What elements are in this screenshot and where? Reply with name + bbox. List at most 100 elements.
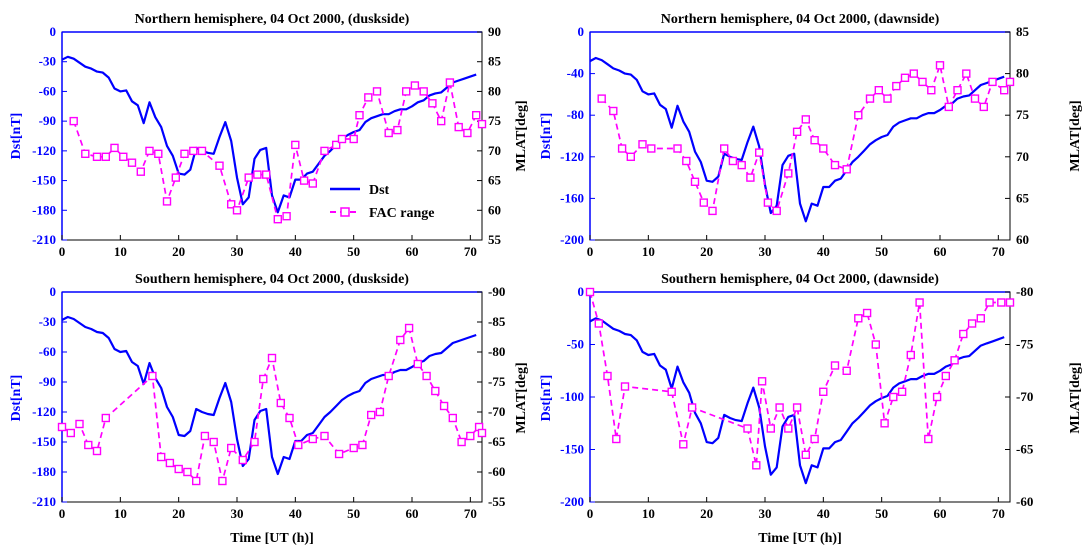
fac-range-marker (603, 371, 612, 381)
left-tick-label: -100 (560, 389, 584, 404)
fac-range-marker (215, 161, 224, 170)
right-tick-label: 55 (488, 232, 502, 247)
x-tick-label: 40 (817, 244, 830, 259)
fac-range-marker (384, 128, 393, 138)
fac-range-marker (932, 392, 942, 402)
right-tick-label: -90 (488, 284, 505, 299)
fac-range-marker (180, 149, 189, 159)
fac-range-marker (682, 156, 691, 166)
fac-range-marker (259, 374, 268, 384)
fac-range-marker (620, 382, 630, 391)
fac-range-marker (396, 335, 405, 345)
left-tick-label: -210 (32, 494, 56, 509)
panel-north-dusk: Northern hemisphere, 04 Oct 2000, (dusks… (9, 12, 529, 259)
right-tick-label: 75 (488, 113, 502, 128)
fac-range-marker (944, 102, 953, 112)
fac-range-marker (819, 144, 828, 153)
fac-range-marker (477, 119, 487, 129)
fac-range-line (589, 291, 1002, 466)
fac-range-marker (897, 387, 907, 396)
dst-line (589, 56, 1005, 223)
fac-range-marker (854, 110, 863, 120)
fac-range-marker (889, 392, 898, 402)
left-tick-label: -180 (32, 464, 56, 479)
fac-range-marker (428, 99, 437, 108)
x-tick-label: 60 (934, 506, 947, 521)
panel-north-dawn: Northern hemisphere, 04 Oct 2000, (dawns… (539, 12, 1083, 259)
x-tick-label: 50 (347, 244, 360, 259)
left-axis-label: Dst[nT] (539, 375, 554, 422)
right-tick-label: -80 (488, 344, 505, 359)
fac-range-marker (927, 85, 936, 95)
plot-area: 0 10 20 30 40 50 60 70 0 -30 -60 -90 -120 -150 -180 -21… (32, 284, 506, 521)
fac-range-marker (617, 144, 627, 153)
fac-range-marker (755, 148, 764, 157)
x-tick-label: 30 (231, 506, 244, 521)
fac-range-marker (291, 140, 300, 150)
x-tick-label: 0 (587, 506, 594, 521)
fac-range-marker (250, 437, 259, 447)
fac-range-marker (810, 434, 819, 444)
fac-range-marker (410, 81, 420, 90)
fac-range-marker (918, 77, 927, 87)
x-tick-label: 60 (406, 506, 419, 521)
fac-range-marker (431, 386, 440, 396)
right-axis-label: MLAT[deg] (514, 100, 529, 171)
left-tick-label: -120 (560, 149, 584, 164)
left-tick-label: -120 (32, 143, 56, 158)
x-tick-label: 0 (59, 244, 66, 259)
fac-range-marker (454, 122, 463, 132)
left-tick-label: -30 (39, 54, 56, 69)
fac-range-marker (690, 177, 700, 187)
fac-range-marker (165, 458, 175, 468)
fac-range-marker (728, 156, 738, 166)
fac-range-marker (244, 173, 253, 182)
fac-range-marker (909, 69, 918, 78)
fac-range-marker (84, 440, 93, 450)
fac-range-marker (299, 176, 309, 185)
fac-range-marker (892, 81, 901, 91)
fac-range-marker (154, 149, 163, 159)
x-tick-label: 40 (289, 506, 302, 521)
fac-range-marker (985, 298, 994, 307)
x-axis-label: Time [UT (h)] (230, 531, 313, 546)
fac-range-marker (801, 450, 810, 459)
panel-south-dawn: Southern hemisphere, 04 Oct 2000, (dawns… (539, 272, 1083, 546)
fac-range-marker (737, 160, 746, 170)
fac-range-marker (367, 410, 376, 420)
x-tick-label: 50 (347, 506, 360, 521)
fac-range-marker (862, 308, 872, 318)
fac-range-marker (238, 455, 248, 465)
left-tick-label: -60 (39, 344, 56, 359)
fac-range-marker (349, 443, 358, 453)
fac-range-marker (81, 149, 90, 159)
fac-range-marker (267, 353, 277, 363)
fac-range-marker (308, 179, 317, 188)
fac-range-marker (772, 206, 781, 216)
right-tick-label: 65 (1016, 190, 1030, 205)
panel-title: Southern hemisphere, 04 Oct 2000, (dawns… (661, 272, 939, 287)
fac-range-marker (874, 85, 883, 95)
fac-range-marker (819, 387, 828, 396)
fac-range-marker (294, 440, 303, 450)
left-axis-label: Dst[nT] (9, 375, 24, 422)
fac-range-marker (743, 424, 752, 433)
fac-range-marker (136, 167, 146, 176)
left-tick-label: -30 (39, 314, 56, 329)
fac-range-marker (466, 431, 475, 441)
left-tick-label: -150 (32, 173, 56, 188)
left-axis-label: Dst[nT] (539, 113, 554, 160)
right-axis-label: MLAT[deg] (1068, 100, 1083, 171)
fac-range-marker (156, 452, 166, 462)
fac-range-marker (75, 419, 84, 429)
fac-range-marker (404, 323, 414, 333)
left-tick-label: -180 (32, 202, 56, 217)
left-tick-label: 0 (578, 284, 585, 299)
right-tick-label: -75 (1016, 337, 1034, 352)
x-tick-label: 30 (231, 244, 244, 259)
fac-range-marker (191, 476, 201, 486)
fac-range-marker (282, 211, 291, 221)
left-tick-label: 0 (50, 284, 57, 299)
fac-range-marker (253, 170, 262, 179)
fac-range-marker (200, 431, 210, 441)
